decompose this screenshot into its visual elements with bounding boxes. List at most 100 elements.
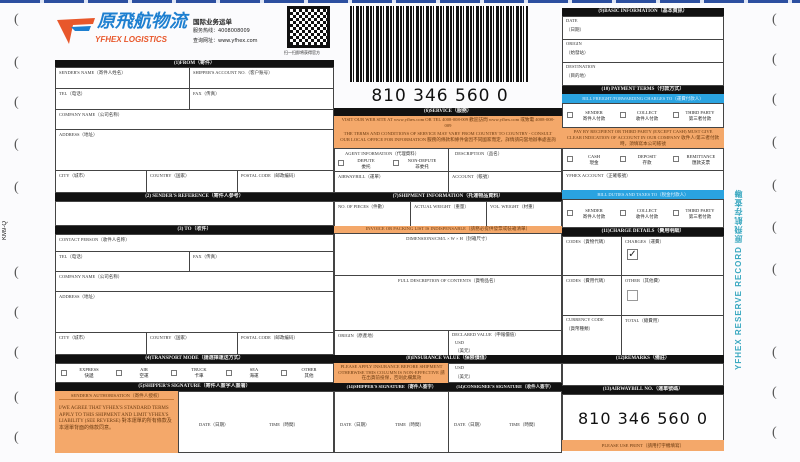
label: AIRWAYBILL（運單） [338,174,384,179]
insurance-value-field[interactable]: USD （美元） [448,363,562,383]
payer-sender[interactable]: SENDER 寄件人付款 [567,110,615,122]
fee-codes-field[interactable]: CODES（費用代碼） [562,275,622,316]
awb-number-top: 810 346 560 0 [371,86,509,106]
punch-hole-icon: ( [772,178,777,193]
charges-field[interactable]: CHARGES（運費） ✓ [621,236,724,276]
label: COUNTRY（国家） [150,173,190,178]
qr-caption: 扫一扫即将获得官方 [284,50,320,55]
origin-field[interactable]: ORIGIN（原產地） [334,330,449,356]
sender-address-field[interactable]: ADDRESS（地址） [55,129,334,171]
insurance-header: (8)INSURANCE VALUE（保險價值） [334,355,562,363]
label: CODES（貨物代碼） [566,239,608,244]
sender-company-field[interactable]: COMPANY NAME（公司名称） [55,109,334,130]
auth-text: I/WE AGREE THAT YFHEX'S STANDARD TERMS A… [59,406,172,431]
label: （始發站） [566,50,589,55]
logo-en: YFHEX LOGISTICS [95,35,168,44]
visit-text: VISIT OUR WEB SITE AT www.yfhex.com OR T… [341,117,555,128]
bill-duties-banner: BILL DUTIES AND TAXES TO（稅金付款人） [562,190,724,199]
transport-header: (4)TRANSPORT MODE（請選擇運送方式） [55,355,334,363]
method-remittance[interactable]: REMITTANCE 匯款支票 [673,154,723,166]
label: COMPANY NAME（公司名称） [59,112,123,117]
agent-depute[interactable]: DEPUTE 委托 [338,158,388,170]
cargo-codes-field[interactable]: CODES（貨物代碼） [562,236,622,276]
method-deposit[interactable]: DEPOSIT 存款 [620,154,668,166]
service-airwaybill-field[interactable]: AIRWAYBILL（運單） [334,171,449,193]
label: POSTAL CODE（邮政编码） [241,335,298,340]
charges-checkbox-checked-icon[interactable]: ✓ [627,249,638,260]
remarks-field[interactable] [562,363,724,386]
recipient-company-field[interactable]: COMPANY NAME（公司名称） [55,271,334,292]
sender-postal-field[interactable]: POSTAL CODE（邮政编码） [237,170,334,193]
description-field[interactable]: DESCRIPTION（品名） [448,148,562,172]
punch-hole-icon: ( [14,180,19,195]
label: ADDRESS（地址） [59,294,98,299]
recipient-tel-field[interactable]: TEL（电话） [55,251,190,272]
label: DIMENSIONS/CM/L × W × H（封箱尺寸） [406,236,490,241]
transport-options: EXPRESS 快遞 AIR 空運 TRUCK 卡車 SEA 海運 OTHER 其他 [55,363,334,383]
currency-code-field[interactable]: CURRENCY CODE （貨幣種類） [562,315,622,356]
shipper-account-field[interactable]: SHIPPER'S ACCOUNT NO.（客户账号） [189,67,334,89]
label: COUNTRY（国家） [150,335,190,340]
punch-hole-icon: ( [772,12,777,27]
basic-info-header: (9)BASIC INFORMATION（基本資訊） [562,8,724,16]
label: ADDRESS（地址） [59,132,98,137]
transport-express[interactable]: EXPRESS 快遞 [61,367,111,379]
recipient-country-field[interactable]: COUNTRY（国家） [146,332,238,355]
punch-hole-icon: ( [772,425,777,440]
vol-weight-field[interactable]: VOL. WEIGHT（材重） [486,201,562,227]
actual-weight-field[interactable]: ACTUAL WEIGHT（重量） [410,201,487,227]
declared-value-field[interactable]: DECLARED VALUE（申報價值） USD （美元） [448,330,562,356]
duties-third-party[interactable]: THIRD PARTY 第三者付款 [673,208,721,220]
recipient-address-field[interactable]: ADDRESS（地址） [55,291,334,333]
origin-station-field[interactable]: ORIGIN （始發站） [562,39,724,63]
sender-name-field[interactable]: SENDER'S NAME（寄件人姓名） [55,67,190,89]
payment-header: (10) PAYMENT TERMS（付款方式） [562,86,724,94]
recipient-city-field[interactable]: CITY（城市） [55,332,147,355]
payer-collect[interactable]: COLLECT 收件人付款 [620,110,668,122]
other-charges-field[interactable]: OTHER（其他費） [621,275,724,316]
shipper-signature-14-field[interactable]: DATE（日期） TIME（時間） [334,391,449,453]
yfhex-logo-icon [57,18,95,44]
pieces-field[interactable]: NO. OF PIECES（件數） [334,201,411,227]
shipment-header: (7)SHIPMENT INFORMATION（托運物品資料） [334,193,562,201]
shipper-signature-field[interactable]: DATE（日期） TIME（時間） [178,391,334,453]
yfhex-account-field[interactable]: YFHEX ACCOUNT（正確帳號） [562,170,724,191]
transport-truck[interactable]: TRUCK 卡車 [171,367,221,379]
total-field[interactable]: TOTAL（總費用） [621,315,724,356]
form-title: 国际业务运单 [193,18,232,26]
duties-sender[interactable]: SENDER 寄件人付款 [567,208,615,220]
punch-hole-icon: ( [14,345,19,360]
contents-field[interactable]: FULL DESCRIPTION OF CONTENTS（貨物品名） [334,275,562,331]
other-checkbox[interactable] [627,290,638,301]
dimensions-field[interactable]: DIMENSIONS/CM/L × W × H（封箱尺寸） [334,233,562,276]
destination-field[interactable]: DESTINATION （目的地） [562,62,724,86]
label: TIME（時間） [395,422,424,427]
recipient-postal-field[interactable]: POSTAL CODE（邮政编码） [237,332,334,355]
sender-tel-field[interactable]: TEL（电话） [55,88,190,110]
recipient-fax-field[interactable]: FAX（传真） [189,251,334,272]
contact-person-field[interactable]: CONTACT PERSON（收件人名称） [55,234,334,252]
label: FAX（传真） [193,254,220,259]
sender-country-field[interactable]: COUNTRY（国家） [146,170,238,193]
label: POSTAL CODE（邮政编码） [241,173,298,178]
duties-collect[interactable]: COLLECT 收件人付款 [620,208,668,220]
transport-other[interactable]: OTHER 其他 [281,367,331,379]
invoice-note: INVOICE OR PACKING LIST IS INDISPENSABLE… [334,226,562,233]
consignee-signature-field[interactable]: DATE（日期） TIME（時間） [448,391,562,453]
date-field[interactable]: DATE （日期） [562,16,724,40]
usd-cn-label: （美元） [455,348,473,353]
punch-hole-icon: ( [14,55,19,70]
label: FULL DESCRIPTION OF CONTENTS（貨物品名） [398,278,498,283]
payer-third-party[interactable]: THIRD PARTY 第三者付款 [673,110,721,122]
transport-sea[interactable]: SEA 海運 [226,367,276,379]
sender-fax-field[interactable]: FAX（传真） [189,88,334,110]
sender-reference-field[interactable] [55,201,334,226]
label: FAX（传真） [193,91,220,96]
sender-city-field[interactable]: CITY（城市） [55,170,147,193]
service-account-field[interactable]: ACCOUNT（帳號） [448,171,562,193]
label: DESCRIPTION（品名） [455,151,503,156]
agent-non-depute[interactable]: NON-DEPUTE 非委托 [393,158,445,170]
punch-hole-icon: ( [14,390,19,405]
method-cash[interactable]: CASH 現金 [567,154,615,166]
transport-air[interactable]: AIR 空運 [116,367,166,379]
